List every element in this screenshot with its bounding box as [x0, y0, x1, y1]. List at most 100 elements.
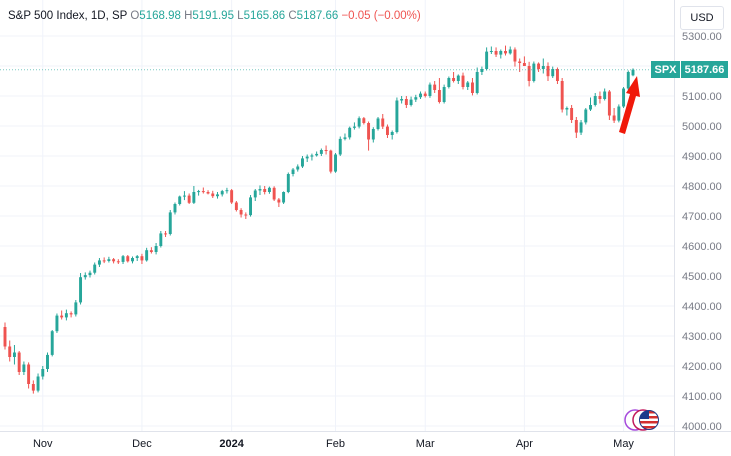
candle-body: [112, 259, 116, 262]
candle: [485, 47, 489, 71]
candle: [428, 82, 432, 98]
candle-body: [329, 150, 333, 172]
candle-body: [164, 233, 168, 235]
candle: [41, 366, 45, 380]
close-label: C: [288, 10, 297, 22]
candle: [404, 96, 408, 108]
candle: [409, 96, 413, 107]
candle-body: [178, 196, 182, 204]
candle-body: [310, 155, 314, 157]
candle: [8, 340, 12, 362]
price-tick-label: 5300.00: [682, 31, 722, 43]
candle: [286, 172, 290, 194]
candle: [527, 61, 531, 87]
candle: [362, 117, 366, 125]
candle: [626, 70, 630, 90]
candle: [329, 149, 333, 174]
candle-body: [570, 108, 574, 120]
candle-body: [301, 158, 304, 167]
candle-body: [546, 66, 550, 77]
candle-body: [182, 195, 186, 197]
candle: [12, 345, 16, 365]
candle-body: [598, 96, 602, 99]
candle: [93, 262, 97, 275]
candle-body: [64, 313, 68, 318]
candle: [371, 127, 375, 143]
close-value: 5187.66: [296, 10, 339, 22]
candle-body: [239, 210, 243, 215]
candle-body: [50, 331, 54, 355]
candle-body: [286, 174, 290, 192]
candle-body: [83, 275, 87, 278]
low-label: L: [237, 10, 244, 22]
candle-body: [145, 250, 149, 261]
candle: [437, 78, 441, 104]
candle: [357, 116, 361, 129]
candle-body: [173, 204, 177, 213]
candle: [541, 58, 545, 74]
candle-body: [97, 260, 101, 265]
candle-body: [305, 156, 309, 159]
candle: [598, 91, 602, 104]
candle-body: [532, 63, 536, 81]
candle: [395, 97, 399, 134]
candle-body: [579, 122, 583, 133]
candle: [173, 202, 177, 215]
candle-body: [244, 214, 248, 216]
time-axis[interactable]: Nov Dec 2024 Feb Mar Apr May: [33, 438, 634, 450]
candle: [159, 231, 163, 248]
candle: [622, 87, 626, 108]
candle: [64, 309, 68, 321]
price-tick-label: 4500.00: [682, 271, 722, 283]
candle: [442, 84, 446, 104]
candle: [88, 270, 92, 278]
candle: [168, 210, 172, 236]
price-tick-label: 4000.00: [682, 421, 722, 433]
candle: [154, 243, 158, 255]
price-tick-label: 4600.00: [682, 241, 722, 253]
candle-body: [338, 138, 342, 155]
candle: [17, 351, 21, 375]
candle-body: [291, 169, 295, 174]
candle-body: [107, 259, 111, 261]
price-axis[interactable]: 4000.00 4100.00 4200.00 4300.00 4400.00 4500.…: [682, 31, 722, 433]
candle-body: [154, 246, 158, 252]
currency-button[interactable]: USD: [680, 6, 724, 30]
candle-body: [197, 191, 201, 193]
candle: [499, 49, 503, 59]
candle: [234, 201, 238, 212]
time-tick-label: Mar: [416, 438, 435, 450]
candle-body: [74, 302, 78, 315]
candle: [60, 310, 64, 320]
candle-body: [315, 153, 319, 156]
candle-body: [428, 84, 432, 96]
candle: [74, 300, 78, 317]
candle: [244, 212, 248, 219]
candle-body: [565, 108, 569, 110]
candle-body: [395, 100, 399, 132]
candle-body: [258, 189, 262, 191]
candle: [570, 105, 574, 123]
candle-body: [466, 82, 470, 87]
candle: [489, 46, 493, 54]
candle-body: [343, 137, 347, 139]
candle: [305, 154, 309, 162]
candle-body: [622, 88, 626, 107]
candle-body: [367, 123, 371, 140]
price-tick-label: 4400.00: [682, 301, 722, 313]
open-value: 5168.98: [139, 10, 181, 22]
candle: [414, 94, 418, 102]
candle-body: [253, 190, 257, 198]
price-tick-label: 5000.00: [682, 121, 722, 133]
candle: [55, 313, 59, 333]
candle-body: [390, 132, 394, 135]
candle-body: [357, 118, 361, 127]
candle: [461, 72, 465, 90]
candle-body: [504, 51, 507, 54]
candle: [102, 257, 106, 264]
candle-body: [22, 364, 26, 372]
candle-body: [537, 63, 541, 69]
candle: [182, 191, 186, 201]
